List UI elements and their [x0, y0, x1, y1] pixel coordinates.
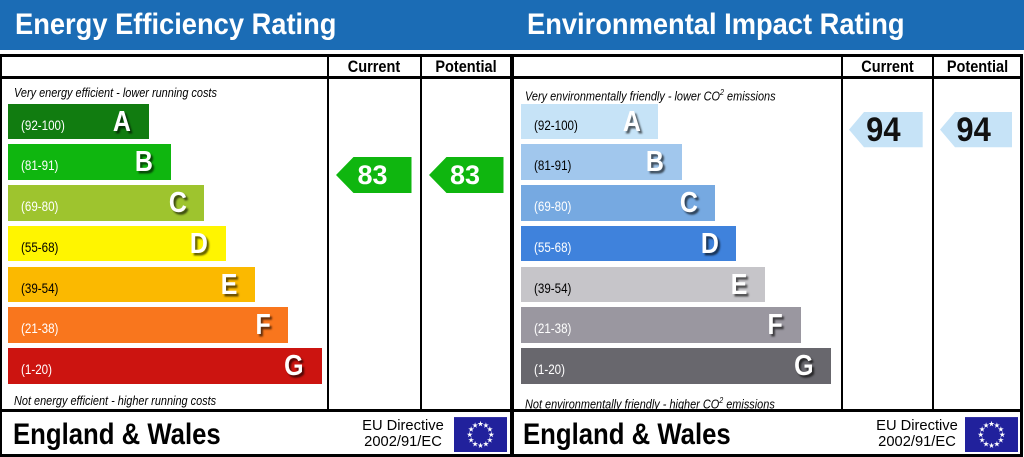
svg-text:94: 94 — [866, 112, 900, 147]
svg-text:94: 94 — [957, 112, 991, 147]
svg-text:83: 83 — [357, 160, 387, 190]
svg-text:83: 83 — [450, 160, 480, 190]
